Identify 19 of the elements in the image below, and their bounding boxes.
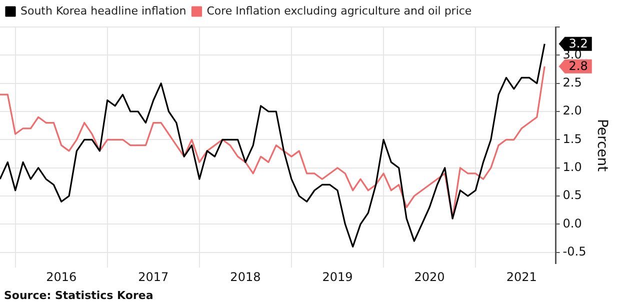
source-note: Source: Statistics Korea — [4, 289, 154, 302]
x-tick-label: 2017 — [138, 270, 169, 284]
legend-label: South Korea headline inflation — [20, 4, 186, 18]
y-tick-label: -0.5 — [562, 244, 586, 258]
y-tick-label: 2.0 — [562, 104, 582, 118]
x-tick-label: 2019 — [322, 270, 353, 284]
x-tick-label: 2018 — [230, 270, 261, 284]
annotation: 2.8 — [568, 59, 588, 74]
y-tick-label: 1.0 — [562, 160, 582, 174]
y-tick-label: 2.5 — [562, 75, 582, 90]
legend-label: Core Inflation excluding agriculture and oil price — [206, 4, 472, 18]
x-tick-label: 2021 — [506, 270, 537, 284]
y-tick-label: 0.5 — [562, 188, 582, 202]
y-tick-label: 0.0 — [562, 216, 582, 230]
annotation: 3.2 — [568, 36, 588, 51]
x-tick-label: 2016 — [46, 270, 77, 284]
x-tick-label: 2020 — [414, 270, 445, 284]
y-tick-label: 1.5 — [562, 132, 582, 146]
y-axis-title: Percent — [594, 118, 610, 172]
